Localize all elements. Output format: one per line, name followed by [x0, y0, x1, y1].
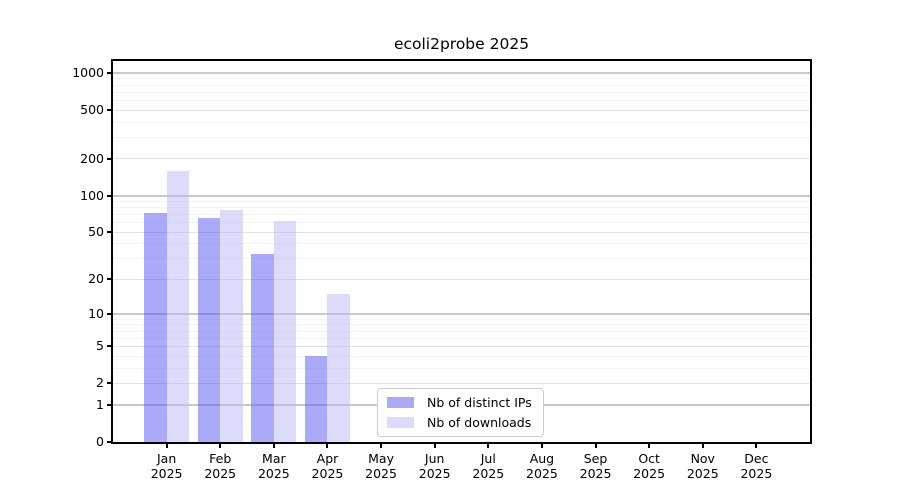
gridline-20 [113, 278, 810, 280]
x-tick-nov [701, 442, 704, 448]
bar-distinct-ips-mar [251, 253, 274, 442]
gridline-60 [113, 222, 810, 224]
gridline-9 [113, 318, 810, 320]
bar-downloads-mar [273, 220, 297, 442]
y-tick-0 [107, 441, 113, 443]
legend-swatch-distinct-ips-icon [387, 396, 414, 408]
gridline-8 [113, 324, 810, 326]
x-tick-label-oct: Oct 2025 [633, 451, 666, 481]
y-tick-20 [107, 278, 113, 281]
gridline-100 [113, 194, 810, 197]
gridline-10 [113, 313, 810, 315]
y-tick-label-200: 200 [80, 150, 104, 166]
gridline-200 [113, 158, 810, 160]
gridline-400 [113, 121, 810, 123]
y-tick-1000 [107, 72, 113, 75]
y-tick-label-500: 500 [80, 102, 104, 118]
x-tick-oct [648, 442, 651, 448]
y-tick-10 [107, 313, 113, 315]
x-tick-sep [594, 442, 597, 448]
y-tick-label-100: 100 [80, 187, 104, 203]
y-tick-5 [107, 345, 113, 348]
y-tick-label-1000: 1000 [72, 65, 104, 81]
x-tick-jan [165, 442, 168, 448]
y-tick-label-0: 0 [96, 434, 104, 449]
x-tick-may [380, 442, 383, 448]
x-tick-label-mar: Mar 2025 [257, 451, 290, 481]
gridline-50 [113, 231, 810, 233]
gridline-1000 [113, 72, 810, 75]
x-tick-label-jul: Jul 2025 [472, 451, 505, 481]
y-tick-label-1: 1 [96, 397, 104, 412]
x-tick-apr [326, 442, 329, 448]
x-tick-jul [487, 442, 490, 448]
y-tick-1 [107, 404, 113, 406]
y-tick-2 [107, 382, 113, 385]
x-tick-label-jun: Jun 2025 [418, 451, 451, 481]
x-tick-feb [219, 442, 222, 448]
x-tick-aug [540, 442, 543, 448]
x-tick-dec [755, 442, 758, 448]
x-tick-label-sep: Sep 2025 [579, 451, 612, 481]
y-tick-50 [107, 231, 113, 234]
legend-swatch-downloads-icon [387, 417, 414, 429]
gridline-5 [113, 345, 810, 347]
gridline-300 [113, 136, 810, 138]
y-tick-200 [107, 157, 113, 160]
y-tick-500 [107, 109, 113, 112]
legend-item-downloads: Nb of downloads [387, 413, 537, 433]
gridline-80 [113, 206, 810, 208]
bar-distinct-ips-feb [197, 217, 221, 442]
legend-label-downloads: Nb of downloads [427, 415, 532, 431]
legend-label-distinct-ips: Nb of distinct IPs [427, 394, 532, 410]
x-tick-label-jan: Jan 2025 [150, 451, 183, 481]
bar-downloads-apr [327, 294, 350, 442]
legend-item-distinct-ips: Nb of distinct IPs [387, 392, 537, 412]
gridline-6 [113, 337, 810, 339]
plot-area [113, 61, 810, 442]
bar-distinct-ips-apr [305, 356, 328, 442]
x-tick-label-feb: Feb 2025 [204, 451, 237, 481]
gridline-600 [113, 99, 810, 101]
x-tick-label-aug: Aug 2025 [526, 451, 558, 481]
gridline-70 [113, 213, 810, 215]
gridline-3 [113, 367, 810, 369]
gridline-500 [113, 109, 810, 111]
legend: Nb of distinct IPs Nb of downloads [377, 388, 544, 437]
chart-title: ecoli2probe 2025 [393, 35, 530, 53]
gridline-90 [113, 200, 810, 202]
y-tick-100 [107, 194, 113, 197]
x-tick-jun [433, 442, 436, 448]
x-tick-label-dec: Dec 2025 [740, 451, 773, 481]
gridline-900 [113, 78, 810, 80]
gridline-2 [113, 382, 810, 384]
y-tick-label-20: 20 [88, 271, 104, 287]
y-tick-label-5: 5 [96, 338, 104, 354]
gridline-700 [113, 91, 810, 93]
gridline-7 [113, 330, 810, 332]
y-tick-label-10: 10 [88, 306, 104, 321]
y-tick-label-2: 2 [96, 375, 104, 391]
x-tick-label-nov: Nov 2025 [686, 451, 719, 481]
x-tick-mar [272, 442, 275, 448]
bar-downloads-jan [166, 170, 189, 442]
gridline-4 [113, 355, 810, 357]
gridline-30 [113, 258, 810, 260]
x-tick-label-apr: Apr 2025 [311, 451, 344, 481]
bar-distinct-ips-jan [144, 212, 167, 442]
x-tick-label-may: May 2025 [365, 451, 397, 481]
bar-downloads-feb [220, 210, 243, 442]
gridline-800 [113, 84, 810, 86]
y-tick-label-50: 50 [88, 224, 104, 240]
gridline-40 [113, 243, 810, 245]
